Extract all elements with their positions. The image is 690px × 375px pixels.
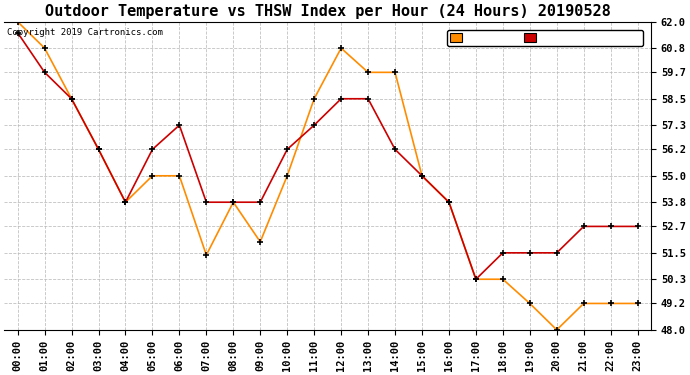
Title: Outdoor Temperature vs THSW Index per Hour (24 Hours) 20190528: Outdoor Temperature vs THSW Index per Ho… [45, 4, 611, 19]
Text: Copyright 2019 Cartronics.com: Copyright 2019 Cartronics.com [8, 28, 164, 37]
Legend: THSW (°F), Temperature (°F): THSW (°F), Temperature (°F) [447, 30, 642, 46]
